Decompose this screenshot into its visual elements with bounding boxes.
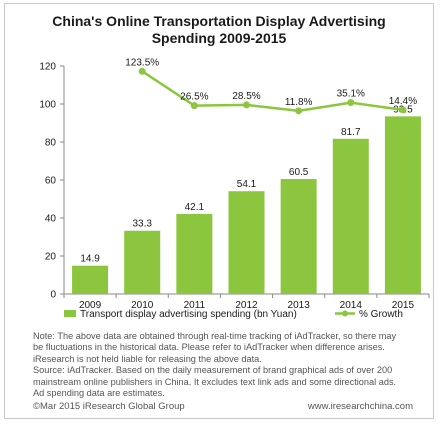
x-tick-label: 2009 [79,300,102,311]
growth-point [295,107,303,115]
growth-point [243,101,250,109]
bar-value-label: 54.1 [237,179,257,190]
growth-label: 28.5% [232,91,260,102]
y-tick-label: 40 [45,214,57,225]
growth-label: 123.5% [125,57,159,68]
y-tick-label: 120 [39,62,56,73]
growth-label: 11.8% [285,97,313,108]
y-tick-label: 60 [45,176,57,187]
growth-point [138,67,146,75]
bar-value-label: 60.5 [289,167,309,178]
bar [228,191,265,294]
chart-notes: Note: The above data are obtained throug… [33,331,431,399]
x-tick-label: 2013 [288,300,311,311]
growth-label: 14.4% [389,96,417,107]
bar-value-label: 14.9 [80,254,100,265]
x-tick-label: 2012 [235,300,258,311]
y-tick-label: 100 [39,100,56,111]
bar [332,138,369,294]
y-tick-label: 80 [45,138,57,149]
bar [280,179,317,294]
legend-swatch-bar [64,310,76,317]
x-tick-label: 2011 [184,300,206,311]
bar-value-label: 42.1 [185,202,205,213]
bar [124,230,161,294]
bar [384,116,421,294]
chart-title-line-1: China's Online Transportation Display Ad… [52,13,386,29]
note-line: Note: The above data are obtained throug… [33,331,397,341]
bar-value-label: 81.7 [341,127,361,138]
bar [176,214,213,294]
growth-point [347,99,355,107]
note-line: mainstream online publishers in China. I… [33,376,397,387]
bar [72,265,109,294]
legend-label-spending: Transport display advertising spending (… [80,309,297,320]
growth-point [399,106,407,114]
note-line: iResearch is not held liable for releasi… [33,353,262,364]
chart-plot: 0 20 40 60 80 100 120 2009 2010 2011 2012 2013 2014 2… [39,57,430,320]
growth-label: 26.5% [180,92,208,103]
copyright-text: ©Mar 2015 iResearch Global Group [33,401,185,412]
x-tick-label: 2015 [392,300,415,311]
y-tick-label: 20 [45,252,57,263]
bar-value-label: 33.3 [132,219,152,230]
note-line: Ad spending data are estimates. [33,388,165,399]
chart-title-line-2: Spending 2009-2015 [151,30,287,46]
y-tick-label: 0 [50,290,56,301]
growth-point [190,102,198,110]
growth-label: 35.1% [337,89,365,100]
note-line: be fluctuations in the historical data. … [33,342,385,353]
chart-frame: China's Online Transportation Display Ad… [4,3,434,419]
growth-line [141,70,404,113]
legend-label-growth: % Growth [359,309,403,320]
legend-swatch-marker [342,310,348,317]
website-link[interactable]: www.iresearchchina.com [307,401,413,412]
x-tick-label: 2010 [131,300,154,311]
x-tick-label: 2014 [340,300,363,311]
note-line: Source: iAdTracker. Based on the daily m… [33,365,393,376]
